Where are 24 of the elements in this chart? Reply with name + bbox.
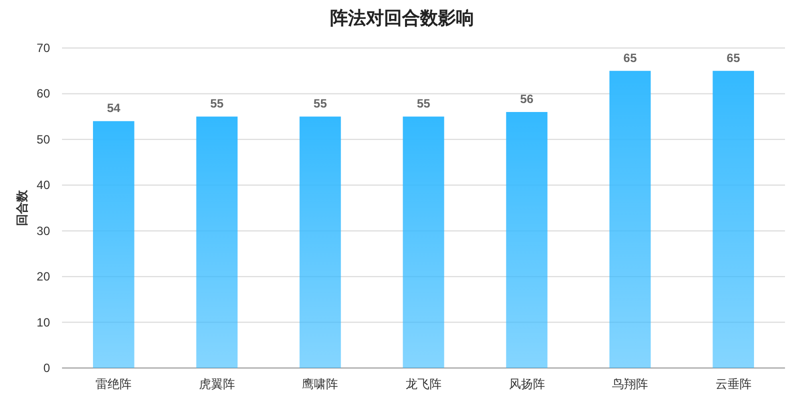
y-tick-label: 0 — [43, 361, 50, 375]
y-tick-label: 10 — [36, 315, 50, 330]
x-tick-label: 龙飞阵 — [406, 377, 442, 391]
x-tick-label: 雷绝阵 — [96, 377, 132, 391]
x-tick-label: 云垂阵 — [715, 377, 752, 391]
x-tick-label: 鹰啸阵 — [302, 377, 338, 391]
y-tick-label: 60 — [36, 86, 50, 101]
x-tick-label: 风扬阵 — [508, 377, 545, 391]
data-label: 54 — [106, 101, 121, 116]
data-label: 56 — [520, 92, 534, 106]
data-label: 55 — [416, 96, 430, 111]
y-tick-label: 30 — [36, 224, 50, 238]
y-tick-label: 20 — [36, 270, 50, 284]
y-tick-label: 40 — [36, 178, 50, 192]
data-label: 65 — [726, 50, 740, 65]
y-axis-title: 回合数 — [15, 189, 29, 226]
x-tick-label: 虎翼阵 — [198, 377, 235, 391]
chart-title: 阵法对回合数影响 — [330, 8, 474, 28]
data-label: 55 — [314, 96, 328, 111]
x-tick-label: 鸟翔阵 — [612, 377, 648, 391]
data-label: 65 — [623, 50, 638, 65]
data-label: 55 — [210, 96, 224, 111]
y-tick-label: 70 — [36, 41, 50, 55]
y-tick-label: 50 — [36, 132, 50, 146]
